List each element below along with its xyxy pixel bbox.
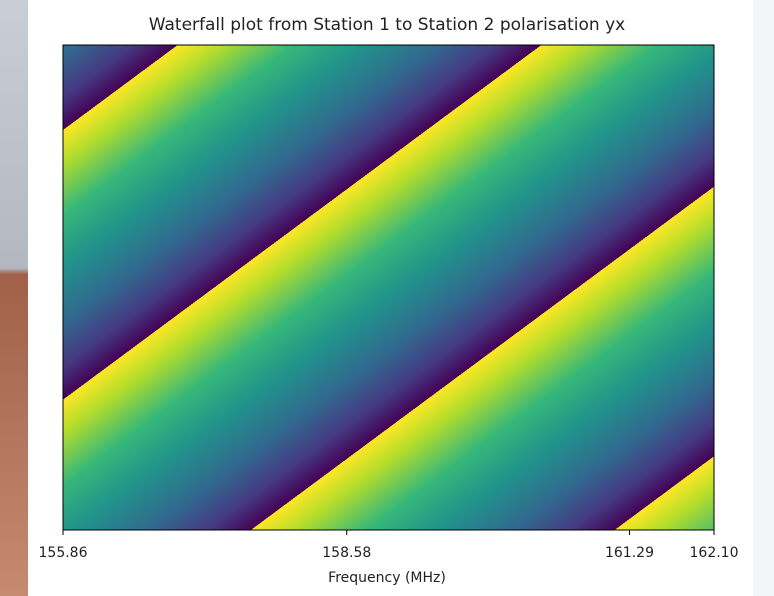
x-tick-label: 158.58	[322, 545, 371, 561]
x-tick-label: 155.86	[39, 545, 88, 561]
waterfall-image	[63, 45, 714, 530]
x-axis-label: Frequency (MHz)	[328, 570, 446, 586]
plot-frame	[62, 44, 715, 531]
chart-title: Waterfall plot from Station 1 to Station…	[149, 15, 625, 35]
x-tick-label: 161.29	[605, 545, 654, 561]
x-tick-label: 162.10	[690, 545, 739, 561]
